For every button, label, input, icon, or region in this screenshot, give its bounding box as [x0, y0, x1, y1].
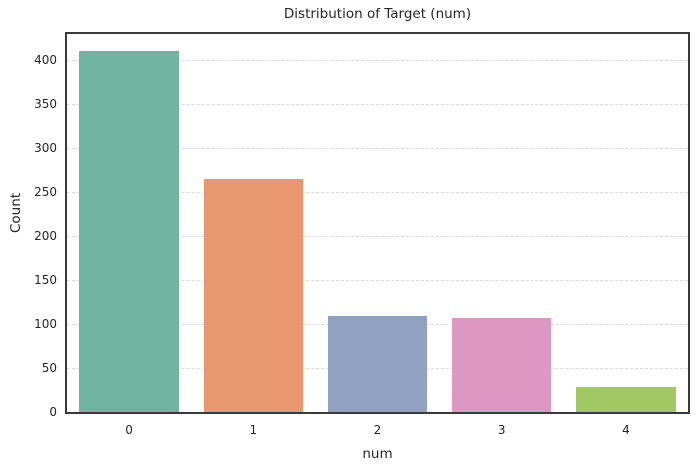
grid-line-y200: [67, 236, 688, 238]
y-tick-label-300: 300: [34, 140, 57, 155]
y-tick-label-250: 250: [34, 184, 57, 199]
x-tick-label-3: 3: [497, 423, 506, 437]
bar-1: [203, 179, 303, 412]
y-tick-label-350: 350: [34, 96, 57, 111]
y-tick-label-150: 150: [34, 272, 57, 287]
grid-line-y350: [67, 104, 688, 106]
y-tick-label-400: 400: [34, 52, 57, 67]
plot-area: [65, 32, 690, 414]
bar-4: [576, 387, 676, 412]
grid-line-y250: [67, 192, 688, 194]
bar-3: [452, 317, 552, 412]
grid-line-y400: [67, 60, 688, 62]
y-tick-label-200: 200: [34, 228, 57, 243]
y-tick-label-0: 0: [49, 404, 57, 419]
x-tick-label-4: 4: [622, 423, 630, 437]
x-tick-label-0: 0: [125, 423, 133, 437]
grid-line-y300: [67, 148, 688, 150]
x-tick-label-2: 2: [373, 423, 382, 437]
chart-title: Distribution of Target (num): [283, 6, 472, 22]
bar-0: [79, 50, 179, 412]
bar-2: [327, 316, 428, 412]
grid-line-y150: [67, 280, 688, 282]
y-tick-label-50: 50: [41, 360, 57, 375]
y-tick-label-100: 100: [34, 316, 57, 331]
x-tick-label-1: 1: [249, 423, 258, 437]
x-axis-label: num: [362, 446, 393, 462]
